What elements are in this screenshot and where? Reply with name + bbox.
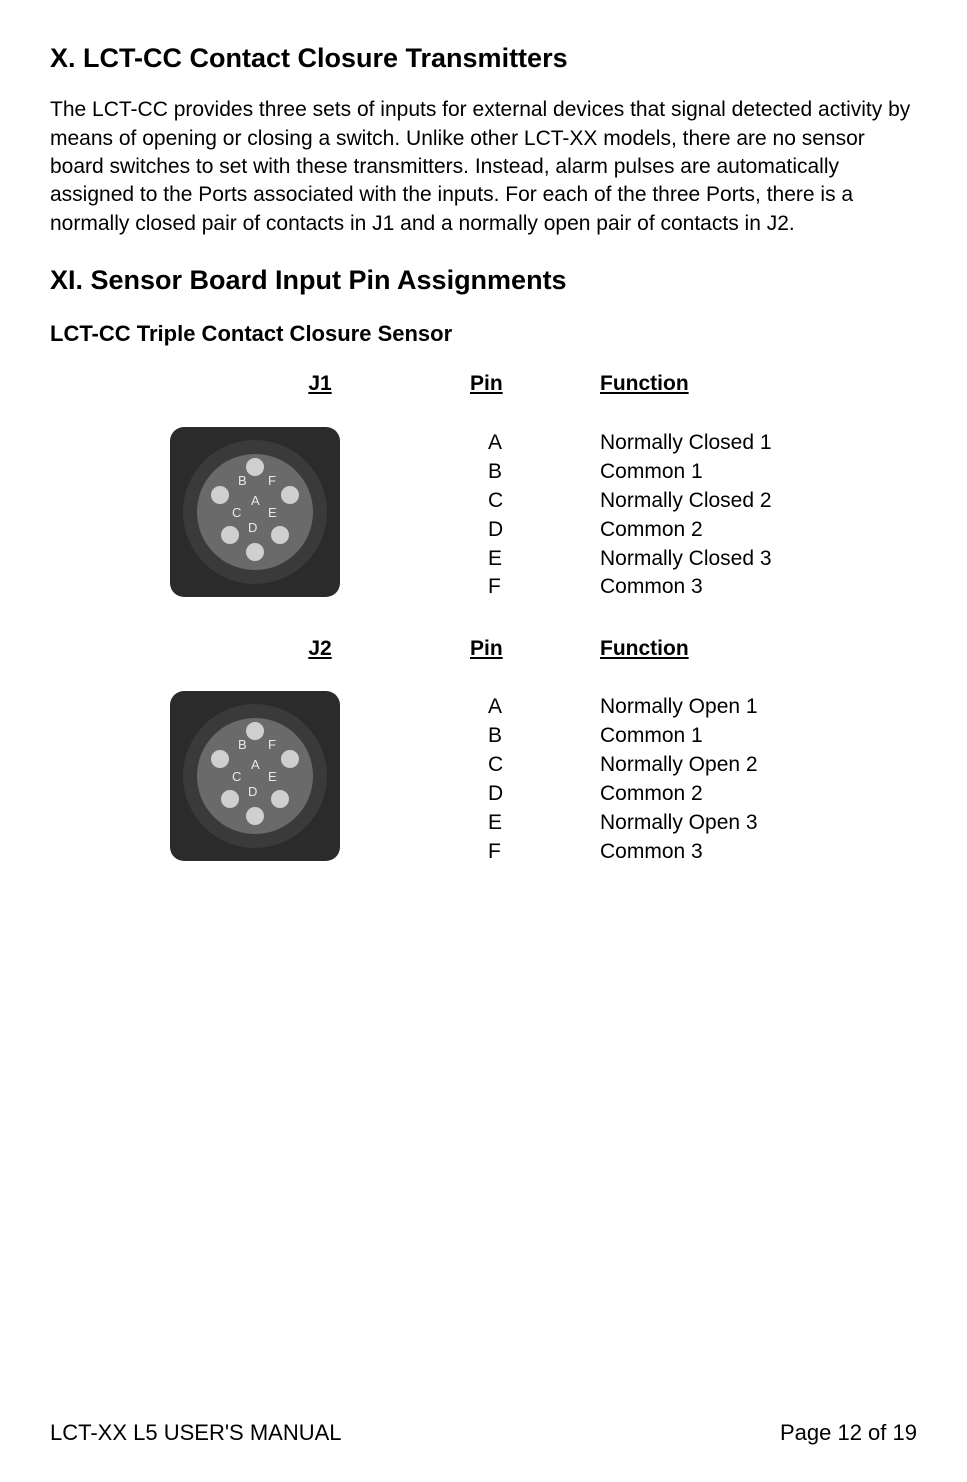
- footer-left: LCT-XX L5 USER'S MANUAL: [50, 1418, 342, 1448]
- section-x-paragraph: The LCT-CC provides three sets of inputs…: [50, 96, 917, 238]
- svg-text:C: C: [232, 505, 241, 520]
- header-function: Function: [600, 370, 917, 398]
- pin-value: B: [488, 458, 600, 487]
- pin-value: C: [488, 487, 600, 516]
- function-value: Common 3: [600, 838, 917, 867]
- connector-image-cell: B F A C D E: [50, 417, 470, 607]
- pin-value: A: [488, 693, 600, 722]
- connector-image-cell: B F A C D E: [50, 681, 470, 871]
- function-value: Common 2: [600, 780, 917, 809]
- svg-text:B: B: [238, 473, 247, 488]
- pin-column-j1: A B C D E F: [470, 417, 600, 607]
- svg-text:B: B: [238, 737, 247, 752]
- connector-j2-image: B F A C D E: [160, 681, 350, 871]
- function-value: Normally Open 2: [600, 751, 917, 780]
- function-value: Common 1: [600, 722, 917, 751]
- table-header-row: J2 Pin Function: [50, 635, 917, 663]
- pin-value: E: [488, 809, 600, 838]
- function-value: Common 1: [600, 458, 917, 487]
- table-header-row: J1 Pin Function: [50, 370, 917, 398]
- header-function: Function: [600, 635, 917, 663]
- function-value: Normally Closed 1: [600, 429, 917, 458]
- svg-text:F: F: [268, 473, 276, 488]
- connector-j1-image: B F A C D E: [160, 417, 350, 607]
- header-pin: Pin: [470, 635, 600, 663]
- connector-block-j2: B F A C D E A B C D E F Normally Open 1 …: [50, 681, 917, 871]
- pin-value: F: [488, 573, 600, 602]
- header-connector-label: J2: [50, 635, 470, 663]
- page-footer: LCT-XX L5 USER'S MANUAL Page 12 of 19: [50, 1418, 917, 1448]
- svg-text:E: E: [268, 769, 277, 784]
- section-xi-subheading: LCT-CC Triple Contact Closure Sensor: [50, 319, 917, 349]
- header-pin: Pin: [470, 370, 600, 398]
- function-value: Normally Closed 2: [600, 487, 917, 516]
- pin-value: C: [488, 751, 600, 780]
- function-value: Normally Open 3: [600, 809, 917, 838]
- pin-value: E: [488, 545, 600, 574]
- pin-column-j2: A B C D E F: [470, 681, 600, 871]
- function-value: Common 2: [600, 516, 917, 545]
- section-x-heading: X. LCT-CC Contact Closure Transmitters: [50, 40, 917, 76]
- function-column-j2: Normally Open 1 Common 1 Normally Open 2…: [600, 681, 917, 871]
- pin-value: D: [488, 516, 600, 545]
- pin-value: F: [488, 838, 600, 867]
- function-value: Common 3: [600, 573, 917, 602]
- function-value: Normally Closed 3: [600, 545, 917, 574]
- svg-text:D: D: [248, 784, 257, 799]
- function-value: Normally Open 1: [600, 693, 917, 722]
- svg-text:D: D: [248, 520, 257, 535]
- svg-text:C: C: [232, 769, 241, 784]
- section-xi-heading: XI. Sensor Board Input Pin Assignments: [50, 262, 917, 298]
- pin-value: A: [488, 429, 600, 458]
- svg-text:E: E: [268, 505, 277, 520]
- svg-text:A: A: [251, 493, 260, 508]
- svg-text:F: F: [268, 737, 276, 752]
- header-connector-label: J1: [50, 370, 470, 398]
- pin-value: B: [488, 722, 600, 751]
- pin-value: D: [488, 780, 600, 809]
- connector-block-j1: B F A C D E A B C D E F Normally Closed …: [50, 417, 917, 607]
- function-column-j1: Normally Closed 1 Common 1 Normally Clos…: [600, 417, 917, 607]
- footer-right: Page 12 of 19: [780, 1418, 917, 1448]
- svg-text:A: A: [251, 757, 260, 772]
